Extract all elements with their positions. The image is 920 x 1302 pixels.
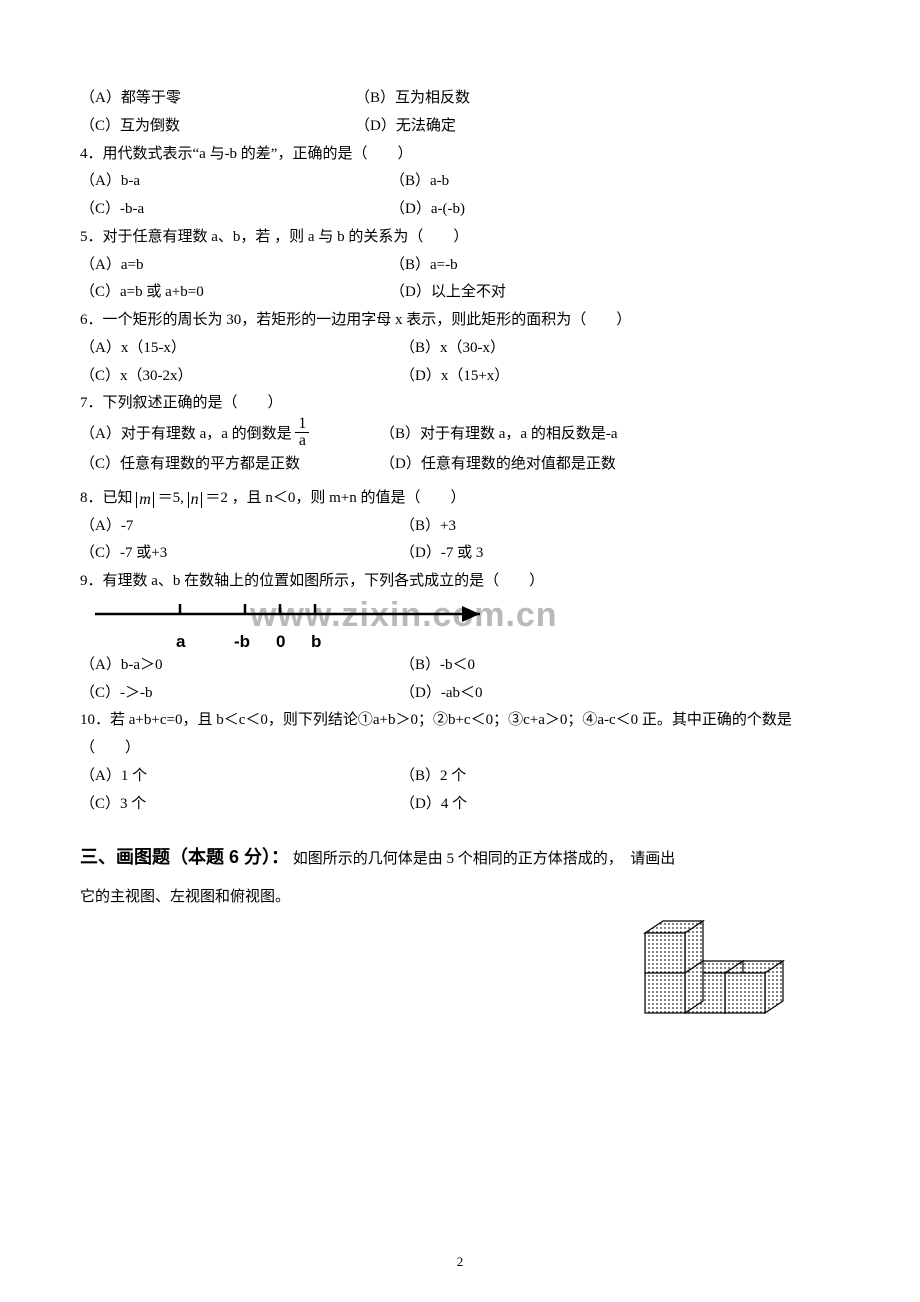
q8-eq1: ＝5, (158, 490, 184, 506)
q4-row-ab: （A）b-a （B）a-b (80, 168, 840, 196)
q8-opt-c: （C）-7 或+3 (80, 540, 400, 568)
nl-label-a: a (176, 626, 185, 657)
q9-row-cd: （C）-＞-b （D）-ab＜0 (80, 680, 840, 708)
q7-row-cd: （C）任意有理数的平方都是正数 （D）任意有理数的绝对值都是正数 (80, 451, 840, 479)
q10-row-cd: （C）3 个 （D）4 个 (80, 791, 840, 819)
abs-n: n (188, 492, 202, 508)
q7-opt-c: （C）任意有理数的平方都是正数 (80, 451, 380, 479)
q4-opt-a: （A）b-a (80, 168, 390, 196)
q5-opt-c: （C）a=b 或 a+b=0 (80, 279, 390, 307)
q10-opt-b: （B）2 个 (400, 763, 840, 791)
q5-row-ab: （A）a=b （B）a=-b (80, 252, 840, 280)
q7-opt-a-pre: （A）对于有理数 a，a 的倒数是 (80, 426, 292, 442)
q7-stem: 7．下列叙述正确的是（ ） (80, 390, 840, 418)
q3-opt-a: （A）都等于零 (80, 85, 355, 113)
q5-opt-a: （A）a=b (80, 252, 390, 280)
cube-svg (635, 898, 815, 1023)
section-3-title: 三、画图题（本题 6 分）： (80, 847, 289, 867)
nl-label-negb: -b (234, 626, 250, 657)
q10-opt-d: （D）4 个 (400, 791, 840, 819)
number-line-figure: www.zixin.com.cn a -b 0 b (90, 596, 550, 652)
q6-opt-d: （D）x（15+x） (400, 363, 840, 391)
q9-stem: 9．有理数 a、b 在数轴上的位置如图所示，下列各式成立的是（ ） (80, 568, 840, 596)
q6-opt-c: （C）x（30-2x） (80, 363, 400, 391)
frac-num: 1 (295, 416, 309, 433)
q8-row-ab: （A）-7 （B）+3 (80, 513, 840, 541)
q6-row-ab: （A）x（15-x） （B）x（30-x） (80, 335, 840, 363)
q8-opt-b: （B）+3 (400, 513, 840, 541)
q9-row-ab: （A）b-a＞0 （B）-b＜0 (80, 652, 840, 680)
q3-opt-b: （B）互为相反数 (355, 85, 840, 113)
q4-opt-b: （B）a-b (390, 168, 840, 196)
q3-opt-d: （D）无法确定 (355, 113, 840, 141)
fraction-1-over-a: 1 a (295, 416, 309, 449)
q5-opt-b: （B）a=-b (390, 252, 840, 280)
q3-opt-c: （C）互为倒数 (80, 113, 355, 141)
frac-den: a (295, 433, 309, 449)
q8-stem: 8．已知 m ＝5, n ＝2 ，且 n＜0，则 m+n 的值是（ ） (80, 485, 840, 513)
abs-m: m (136, 492, 154, 508)
q5-stem: 5．对于任意有理数 a、b，若 ，则 a 与 b 的关系为（ ） (80, 224, 840, 252)
q4-stem: 4．用代数式表示“a 与-b 的差”，正确的是（ ） (80, 141, 840, 169)
q5-opt-d: （D）以上全不对 (390, 279, 840, 307)
q3-row-ab: （A）都等于零 （B）互为相反数 (80, 85, 840, 113)
q7-opt-d: （D）任意有理数的绝对值都是正数 (380, 451, 840, 479)
q5-row-cd: （C）a=b 或 a+b=0 （D）以上全不对 (80, 279, 840, 307)
q7-opt-b: （B）对于有理数 a，a 的相反数是-a (380, 421, 840, 449)
q10-opt-c: （C）3 个 (80, 791, 400, 819)
q9-opt-c: （C）-＞-b (80, 680, 400, 708)
number-line-svg (90, 596, 510, 626)
q10-row-ab: （A）1 个 （B）2 个 (80, 763, 840, 791)
q4-opt-d: （D）a-(-b) (390, 196, 840, 224)
q6-opt-b: （B）x（30-x） (400, 335, 840, 363)
cube-figure (635, 898, 815, 1023)
q8-opt-a: （A）-7 (80, 513, 400, 541)
q6-opt-a: （A）x（15-x） (80, 335, 400, 363)
q10-opt-a: （A）1 个 (80, 763, 400, 791)
q4-row-cd: （C）-b-a （D）a-(-b) (80, 196, 840, 224)
q3-row-cd: （C）互为倒数 （D）无法确定 (80, 113, 840, 141)
section-3-text1: 如图所示的几何体是由 5 个相同的正方体搭成的， 请画出 (293, 851, 676, 867)
section-3-text2: 它的主视图、左视图和俯视图。 (80, 889, 290, 905)
nl-label-b: b (311, 626, 321, 657)
page-number: 2 (0, 1250, 920, 1274)
q6-stem: 6．一个矩形的周长为 30，若矩形的一边用字母 x 表示，则此矩形的面积为（ ） (80, 307, 840, 335)
q9-opt-d: （D）-ab＜0 (400, 680, 840, 708)
q8-opt-d: （D）-7 或 3 (400, 540, 840, 568)
q7-row-ab: （A）对于有理数 a，a 的倒数是 1 a （B）对于有理数 a，a 的相反数是… (80, 418, 840, 451)
q10-stem: 10．若 a+b+c=0，且 b＜c＜0，则下列结论①a+b＞0；②b+c＜0；… (80, 707, 840, 763)
q8-row-cd: （C）-7 或+3 （D）-7 或 3 (80, 540, 840, 568)
nl-label-zero: 0 (276, 626, 285, 657)
q4-opt-c: （C）-b-a (80, 196, 390, 224)
q8-pre: 8．已知 (80, 490, 133, 506)
q7-opt-a: （A）对于有理数 a，a 的倒数是 1 a (80, 418, 380, 451)
q6-row-cd: （C）x（30-2x） （D）x（15+x） (80, 363, 840, 391)
q8-eq2: ＝2 ，且 n＜0，则 m+n 的值是（ ） (205, 490, 465, 506)
q9-opt-b: （B）-b＜0 (400, 652, 840, 680)
